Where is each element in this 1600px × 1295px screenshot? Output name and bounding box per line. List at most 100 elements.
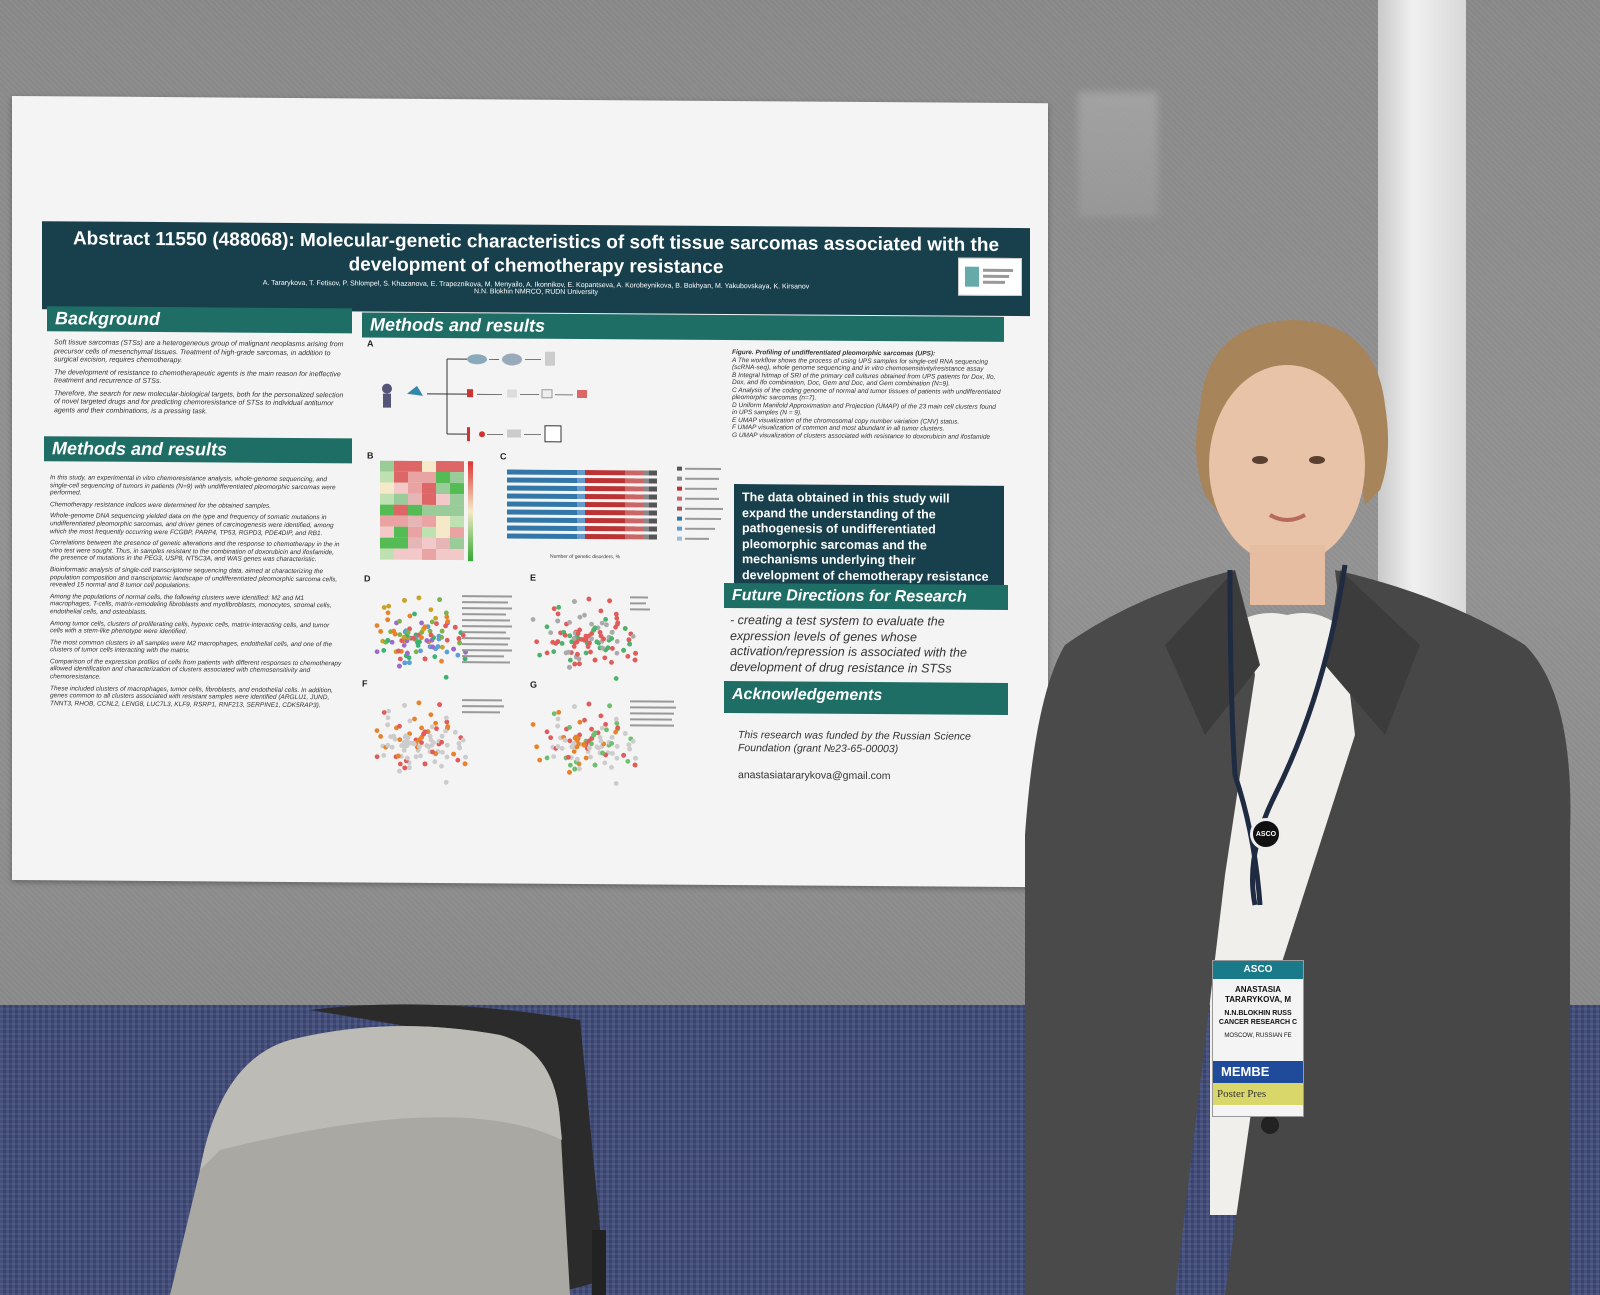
- umap-point: [622, 731, 628, 736]
- umap-point: [630, 738, 636, 744]
- umap-point: [575, 736, 581, 741]
- heatmap-cell: [408, 548, 422, 560]
- umap-point: [385, 610, 391, 616]
- umap-point: [397, 737, 403, 743]
- umap-point: [589, 726, 594, 732]
- heatmap-cell: [394, 504, 408, 516]
- background-bullet: Therefore, the search for new molecular-…: [54, 389, 344, 415]
- umap-point: [583, 755, 589, 761]
- umap-point: [574, 651, 580, 657]
- heatmap-cell: [408, 460, 422, 472]
- stacked-bar-segment: [643, 494, 649, 500]
- background-bullet: The development of resistance to chemoth…: [54, 368, 341, 386]
- umap-point: [444, 649, 450, 655]
- umap-point: [592, 625, 598, 631]
- heatmap-cell: [436, 471, 450, 484]
- umap-point: [576, 766, 582, 772]
- umap-point: [551, 754, 557, 760]
- umap-point: [597, 629, 603, 635]
- stacked-bar-segment: [507, 477, 577, 483]
- stacked-bar-segment: [643, 486, 649, 492]
- umap-point: [402, 765, 408, 771]
- umap-point: [556, 604, 562, 610]
- future-heading: Future Directions for Research: [724, 582, 1008, 610]
- heatmap-cell: [450, 549, 464, 561]
- caption-line: D Uniform Manifold Approximation and Pro…: [732, 401, 996, 417]
- umap-point: [416, 744, 422, 750]
- stacked-bar-segment: [577, 533, 585, 540]
- methods-bullet: Among the populations of normal cells, t…: [50, 592, 332, 616]
- caption-line: G UMAP visualization of clusters associa…: [732, 431, 991, 441]
- umap-point: [559, 641, 565, 646]
- stacked-bar-segment: [585, 478, 625, 484]
- stacked-bar-segment: [507, 525, 577, 531]
- umap-point: [571, 644, 577, 649]
- badge-name: ANASTASIA TARARYKOVA, M: [1224, 985, 1292, 1004]
- umap-point: [555, 744, 561, 750]
- umap-point: [614, 720, 620, 726]
- umap-point: [581, 742, 587, 747]
- umap-point: [586, 596, 592, 602]
- heatmap-cell: [408, 515, 422, 527]
- umap-point: [419, 635, 424, 640]
- umap-point: [422, 729, 428, 735]
- stacked-bar-segment: [585, 494, 625, 500]
- umap-point: [610, 751, 615, 756]
- background-text: Soft tissue sarcomas (STSs) are a hetero…: [54, 339, 344, 421]
- name-badge: ASCO ANASTASIA TARARYKOVA, M N.N.BLOKHIN…: [1212, 960, 1304, 1117]
- umap-point: [452, 729, 458, 735]
- umap-point: [603, 617, 609, 622]
- umap-point: [559, 746, 565, 751]
- umap-point: [419, 740, 424, 745]
- stacked-bar-segment: [649, 502, 657, 508]
- umap-point: [460, 632, 466, 638]
- umap-point: [588, 649, 593, 655]
- blurred-sign: [1078, 92, 1158, 217]
- umap-point: [572, 704, 577, 709]
- chair: [170, 1004, 606, 1295]
- umap-point: [610, 646, 615, 651]
- heatmap-cell: [380, 504, 394, 516]
- umap-point: [381, 648, 387, 653]
- umap-point: [602, 760, 608, 766]
- umap-point: [577, 627, 583, 633]
- umap-point: [589, 636, 594, 642]
- umap-point: [428, 607, 434, 613]
- stacked-bar-segment: [625, 534, 643, 540]
- stacked-bar-segment: [649, 470, 657, 476]
- umap-point: [598, 738, 604, 744]
- umap-point: [439, 739, 445, 745]
- umap-point: [381, 710, 387, 715]
- badge-org: N.N.BLOKHIN RUSS CANCER RESEARCH C: [1218, 1010, 1298, 1026]
- umap-point: [378, 629, 384, 634]
- umap-point: [574, 756, 580, 762]
- umap-point: [586, 640, 592, 646]
- umap-point: [419, 725, 424, 731]
- heatmap-cell: [436, 460, 450, 473]
- methods-bullet: In this study, an experimental in vitro …: [50, 474, 336, 497]
- umap-point: [589, 741, 594, 747]
- umap-point: [374, 623, 380, 628]
- umap-point: [397, 723, 402, 729]
- panel-label-b: B: [367, 450, 374, 461]
- umap-point: [551, 606, 557, 612]
- umap-point: [422, 761, 428, 767]
- heatmap-cell: [380, 482, 394, 494]
- umap-point: [604, 727, 609, 733]
- umap-point: [440, 749, 445, 755]
- umap-point: [451, 646, 457, 652]
- umap-point: [630, 633, 636, 639]
- umap-point: [455, 652, 461, 658]
- umap-point: [548, 735, 554, 741]
- umap-point: [567, 620, 572, 625]
- umap-point: [452, 624, 458, 630]
- stacked-bar-segment: [507, 493, 577, 499]
- umap-point: [463, 754, 468, 760]
- heatmap-cell: [436, 504, 450, 517]
- umap-point: [427, 628, 433, 634]
- umap-point: [402, 660, 408, 666]
- stacked-bar-segment: [577, 525, 585, 532]
- stacked-bar-segment: [507, 501, 577, 507]
- caption-line: A The workflow shows the process of usin…: [732, 356, 989, 373]
- heatmap-cell: [394, 493, 408, 505]
